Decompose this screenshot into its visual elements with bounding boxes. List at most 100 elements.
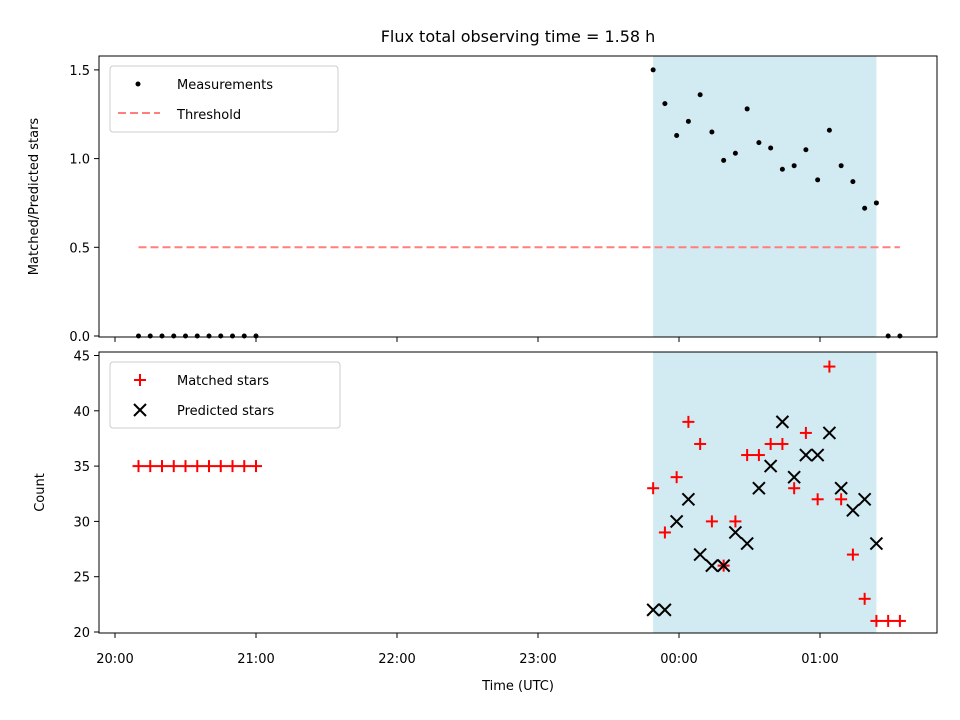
matched-star-point bbox=[729, 515, 742, 528]
matched-star-point bbox=[179, 460, 192, 473]
top-shaded-region bbox=[653, 56, 877, 337]
predicted-star-point bbox=[752, 481, 766, 495]
predicted-star-point bbox=[810, 448, 825, 462]
predicted-star-point bbox=[846, 503, 860, 518]
predicted-x-b bbox=[716, 558, 731, 573]
predicted-star-point bbox=[693, 547, 707, 562]
matched-star-point bbox=[670, 471, 683, 484]
predicted-star-point bbox=[799, 448, 813, 462]
x-tick-label: 01:00 bbox=[801, 652, 838, 667]
predicted-star-point bbox=[834, 481, 848, 495]
measurement-point bbox=[779, 166, 785, 172]
top-y-ticks: 0.0 0.5 1.0 1.5 bbox=[69, 64, 99, 345]
legend-matched-label: Matched stars bbox=[177, 374, 269, 389]
measurement-point bbox=[873, 200, 879, 206]
top-y-axis-label: Matched/Predicted stars bbox=[27, 118, 42, 276]
matched-star-point bbox=[823, 360, 836, 373]
predicted-x-b bbox=[740, 536, 754, 551]
matched-star-point bbox=[893, 614, 906, 627]
legend-matched-marker bbox=[134, 374, 146, 386]
bottom-legend: Matched stars Predicted stars bbox=[109, 361, 341, 429]
bottom-y-tick-label: 20 bbox=[73, 626, 90, 641]
measurement-point bbox=[159, 333, 165, 339]
bottom-y-tick-label: 25 bbox=[73, 571, 90, 586]
matched-star-point bbox=[226, 460, 239, 473]
predicted-x-b bbox=[728, 525, 743, 540]
predicted-x-b bbox=[681, 492, 696, 506]
measurement-point bbox=[218, 333, 224, 339]
measurement-point bbox=[850, 179, 856, 185]
top-legend: Measurements Threshold bbox=[109, 65, 339, 133]
bottom-plot-frame bbox=[98, 351, 938, 634]
x-tick-label: 22:00 bbox=[378, 652, 415, 667]
measurement-point bbox=[815, 177, 821, 183]
measurement-point bbox=[206, 333, 212, 339]
measurement-point bbox=[791, 163, 797, 169]
legend-measurements-label: Measurements bbox=[177, 78, 273, 93]
predicted-x-b bbox=[658, 603, 672, 617]
bottom-y-tick-label: 45 bbox=[73, 350, 90, 365]
top-y-tick-label: 1.0 bbox=[69, 153, 90, 168]
measurement-point bbox=[662, 101, 668, 107]
measurement-point bbox=[897, 333, 903, 339]
measurement-point bbox=[756, 140, 762, 146]
predicted-star-point bbox=[669, 514, 684, 529]
predicted-x-b bbox=[857, 492, 872, 506]
predicted-x-b bbox=[763, 459, 778, 473]
x-tick-label: 20:00 bbox=[96, 652, 133, 667]
matched-star-point bbox=[764, 437, 777, 450]
predicted-star-point bbox=[658, 603, 672, 617]
matched-star-point bbox=[214, 460, 227, 473]
legend-predicted-label: Predicted stars bbox=[177, 404, 274, 419]
measurement-point bbox=[744, 106, 750, 112]
predicted-star-point bbox=[857, 492, 872, 506]
predicted-x-b bbox=[752, 481, 766, 495]
legend-measurements-marker bbox=[135, 81, 141, 87]
bottom-y-ticks: 20 25 30 35 40 45 bbox=[73, 350, 99, 641]
top-y-tick-label: 0.0 bbox=[69, 330, 90, 345]
predicted-x-b bbox=[869, 536, 884, 551]
predicted-x-b bbox=[834, 481, 848, 495]
top-plot-frame bbox=[98, 55, 938, 338]
measurement-point bbox=[650, 67, 656, 73]
measurement-point bbox=[136, 333, 141, 339]
predicted-x-b bbox=[810, 448, 825, 462]
matched-star-point bbox=[705, 515, 718, 528]
x-tick-label: 00:00 bbox=[660, 652, 697, 667]
predicted-x-b bbox=[846, 503, 860, 518]
matched-star-point bbox=[658, 526, 671, 539]
predicted-x-b bbox=[693, 547, 707, 562]
measurement-point bbox=[768, 145, 774, 151]
matched-star-point bbox=[132, 460, 145, 473]
matched-star-point bbox=[694, 437, 707, 450]
measurement-point bbox=[685, 118, 691, 124]
legend-predicted-marker bbox=[133, 403, 147, 417]
matched-star-point bbox=[682, 415, 695, 428]
top-panel: 0.0 0.5 1.0 1.5 Matched/Predicted stars Mea… bbox=[27, 55, 938, 345]
x-tick-label: 23:00 bbox=[519, 652, 556, 667]
measurement-point bbox=[147, 333, 153, 339]
measurement-point bbox=[803, 147, 809, 153]
measurement-point bbox=[674, 133, 680, 139]
top-y-tick-label: 1.5 bbox=[69, 64, 90, 79]
predicted-x-b bbox=[775, 415, 790, 429]
matched-star-point bbox=[741, 449, 754, 462]
predicted-x-b bbox=[669, 514, 684, 529]
measurement-point bbox=[838, 163, 844, 169]
predicted-star-point bbox=[681, 492, 696, 506]
predicted-star-point bbox=[822, 426, 837, 440]
measurement-point bbox=[253, 333, 259, 339]
predicted-star-point bbox=[740, 536, 754, 551]
matched-star-point bbox=[250, 460, 262, 473]
matched-star-point bbox=[167, 460, 180, 473]
measurement-point bbox=[183, 333, 188, 339]
predicted-star-point bbox=[775, 415, 790, 429]
matched-star-point bbox=[799, 426, 812, 439]
predicted-x-b bbox=[799, 448, 813, 462]
bottom-y-axis-label: Count bbox=[33, 473, 48, 512]
matched-star-point bbox=[835, 493, 848, 506]
matched-star-point bbox=[191, 460, 204, 473]
matched-star-point bbox=[776, 437, 789, 450]
predicted-star-point bbox=[763, 459, 778, 473]
